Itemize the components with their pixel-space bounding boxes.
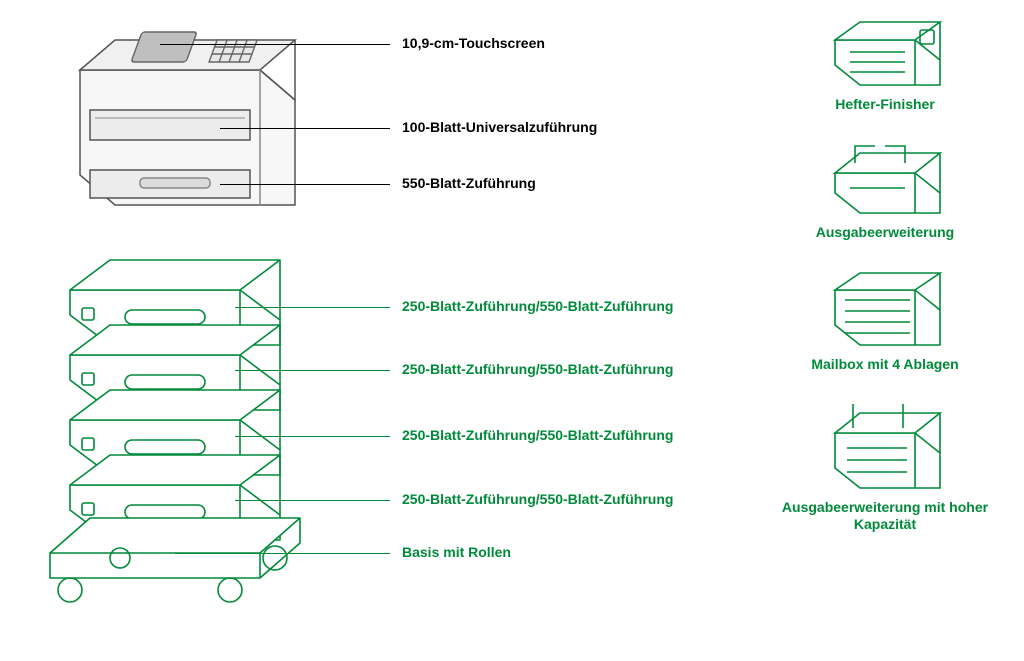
accessory-caption: Hefter-Finisher xyxy=(770,96,1000,114)
accessory-caption: Ausgabeerweiterung xyxy=(770,224,1000,242)
printer-unit-illustration xyxy=(60,10,305,220)
accessory-caption: Mailbox mit 4 Ablagen xyxy=(770,356,1000,374)
mailbox-4-icon xyxy=(825,265,945,350)
option-trays-illustration xyxy=(40,230,340,650)
accessory-stapler-finisher: Hefter-Finisher xyxy=(770,10,1000,114)
leader-line xyxy=(220,128,390,129)
stapler-finisher-icon xyxy=(825,10,945,90)
option-label: Basis mit Rollen xyxy=(402,544,511,560)
main-unit-label: 10,9-cm-Touchscreen xyxy=(402,35,545,51)
main-diagram-column: 10,9-cm-Touchscreen 100-Blatt-Universalzu… xyxy=(0,0,760,661)
accessories-column: Hefter-Finisher Ausgabeerweiterung xyxy=(770,10,1010,558)
highcap-output-icon xyxy=(825,398,945,493)
accessory-mailbox-4: Mailbox mit 4 Ablagen xyxy=(770,265,1000,374)
accessory-caption: Ausgabeerweiterung mit hoher Kapazität xyxy=(770,499,1000,534)
accessory-output-expander: Ausgabeerweiterung xyxy=(770,138,1000,242)
leader-line xyxy=(235,307,390,308)
option-label: 250-Blatt-Zuführung/550-Blatt-Zuführung xyxy=(402,427,673,443)
main-unit-label: 100-Blatt-Universalzuführung xyxy=(402,119,597,135)
option-label: 250-Blatt-Zuführung/550-Blatt-Zuführung xyxy=(402,491,673,507)
leader-line xyxy=(235,436,390,437)
output-expander-icon xyxy=(825,138,945,218)
leader-line xyxy=(175,553,390,554)
accessory-highcap-output: Ausgabeerweiterung mit hoher Kapazität xyxy=(770,398,1000,534)
leader-line xyxy=(220,184,390,185)
option-label: 250-Blatt-Zuführung/550-Blatt-Zuführung xyxy=(402,361,673,377)
leader-line xyxy=(235,370,390,371)
option-label: 250-Blatt-Zuführung/550-Blatt-Zuführung xyxy=(402,298,673,314)
main-unit-label: 550-Blatt-Zuführung xyxy=(402,175,536,191)
leader-line xyxy=(160,44,390,45)
leader-line xyxy=(235,500,390,501)
